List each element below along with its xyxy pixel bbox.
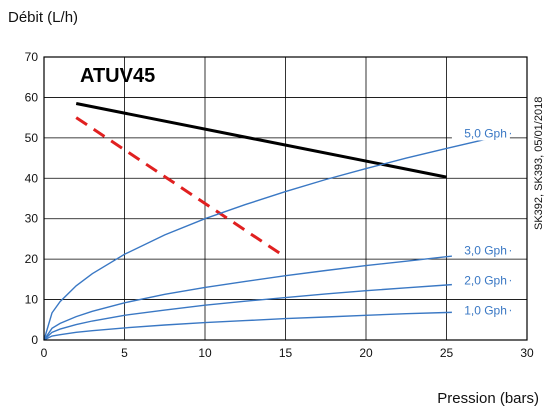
y-tick-label: 50 (25, 131, 39, 145)
series-line-5 (43, 309, 511, 341)
y-tick-label: 30 (25, 212, 39, 226)
series-label: 5,0 Gph (464, 126, 507, 140)
series-line-3 (43, 250, 511, 341)
x-tick-label: 15 (279, 346, 293, 360)
y-tick-label: 0 (31, 333, 38, 347)
y-tick-label: 40 (25, 171, 39, 185)
series-layer (43, 102, 512, 341)
series-label: 3,0 Gph (464, 244, 507, 258)
x-tick-label: 20 (359, 346, 373, 360)
plot-frame (43, 56, 528, 341)
x-tick-label: 10 (198, 346, 212, 360)
series-label: 1,0 Gph (464, 303, 507, 317)
x-tick-label: 25 (440, 346, 454, 360)
series-label-bg (451, 302, 510, 318)
series-label-bg (451, 272, 510, 288)
series-line-2 (43, 132, 512, 341)
x-axis-label: Pression (bars) (437, 390, 539, 407)
series-line-4 (43, 279, 511, 341)
y-tick-label: 70 (25, 50, 39, 64)
series-label-bg (451, 125, 510, 141)
y-tick-label: 10 (25, 293, 39, 307)
y-tick-label: 20 (25, 252, 39, 266)
x-tick-label: 30 (520, 346, 534, 360)
series-label-bg (451, 242, 510, 258)
series-label: 2,0 Gph (464, 274, 507, 288)
label-layer: 5,0 Gph 3,0 Gph 2,0 Gph 1,0 Gph (451, 125, 510, 318)
series-line-0 (75, 102, 447, 179)
chart-title: ATUV45 (80, 65, 155, 87)
tick-layer: 0 5 10 15 20 25 30 0 10 20 30 40 50 60 70 (25, 50, 534, 360)
y-tick-label: 60 (25, 90, 39, 104)
chart-side-note: SK392, SK393, 05/01/2018 (533, 97, 545, 230)
y-axis-label: Débit (L/h) (8, 9, 79, 26)
x-tick-label: 5 (121, 346, 128, 360)
x-tick-label: 0 (41, 346, 48, 360)
